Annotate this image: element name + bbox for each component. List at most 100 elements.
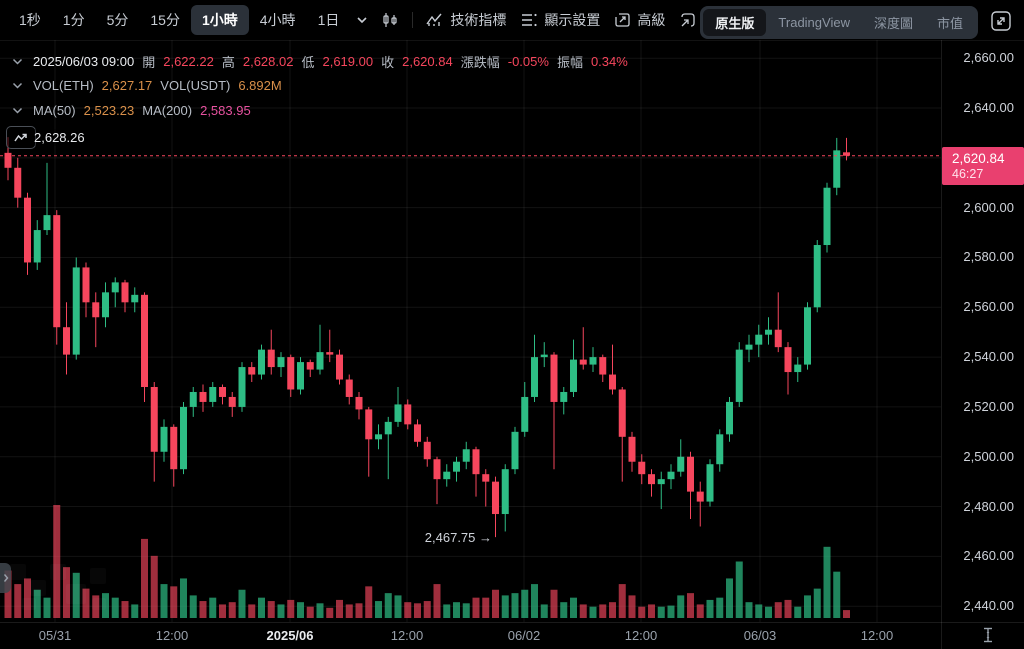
- timeframe-button[interactable]: 1分: [52, 5, 96, 35]
- candle-body: [111, 282, 119, 293]
- candle-body: [24, 197, 31, 263]
- indicators-label: 技術指標: [450, 12, 507, 28]
- display-settings-button[interactable]: 顯示設置: [513, 6, 607, 34]
- candle-body: [248, 367, 256, 375]
- volume-bar: [297, 602, 304, 618]
- advanced-label: 高級: [637, 12, 666, 28]
- candlestick-type-icon: [383, 13, 397, 27]
- candle-body: [735, 349, 743, 402]
- ma-collapse-chevron[interactable]: [10, 107, 25, 114]
- high-value: 2,628.02: [242, 54, 294, 69]
- volume-bar: [492, 589, 499, 618]
- volume-bar: [774, 602, 782, 618]
- candle-body: [277, 357, 285, 368]
- candle-body: [219, 386, 226, 397]
- fullscreen-button[interactable]: [988, 8, 1014, 37]
- volume-bar: [423, 601, 431, 618]
- volume-bar: [141, 538, 148, 618]
- volume-bar: [150, 555, 158, 618]
- time-tick-label: 12:00: [155, 628, 189, 643]
- volume-bar: [443, 604, 451, 618]
- timeframe-button[interactable]: 15分: [139, 5, 191, 35]
- candle-body: [667, 471, 675, 480]
- volume-bar: [121, 601, 129, 618]
- volume-bar: [306, 606, 314, 618]
- volume-bar: [404, 602, 412, 618]
- volume-bar: [111, 597, 119, 618]
- volume-bar: [345, 604, 353, 618]
- candle-body: [462, 449, 470, 462]
- timeframe-button[interactable]: 1秒: [8, 5, 52, 35]
- time-tick-label: 12:00: [624, 628, 658, 643]
- candle-body: [306, 362, 314, 370]
- advanced-button[interactable]: 高級: [607, 6, 672, 34]
- volume-bar: [599, 604, 607, 618]
- amplitude-label: 振幅: [556, 55, 583, 70]
- volume-bar: [745, 602, 753, 618]
- indicators-button[interactable]: 技術指標: [419, 6, 513, 34]
- volume-bar: [501, 595, 509, 618]
- volume-bar: [638, 606, 646, 618]
- candle-body: [784, 347, 792, 373]
- side-panel-toggle[interactable]: [0, 563, 11, 593]
- last-price-badge: 2,620.84 46:27: [942, 146, 1024, 185]
- candle-body: [423, 441, 431, 460]
- chevron-right-icon: [3, 574, 8, 582]
- volume-bar: [375, 601, 382, 618]
- timeframe-more-dropdown[interactable]: [350, 12, 374, 28]
- volume-bar: [433, 584, 441, 618]
- price-tick-label: 2,520.00: [963, 398, 1014, 414]
- candle-body: [384, 421, 392, 435]
- time-axis[interactable]: 05/31 12:00 2025/06 12:00 06/02 12:00 06/03 12:…: [0, 622, 941, 649]
- candle-body: [355, 396, 363, 410]
- vol-usdt-value: 6.892M: [238, 78, 282, 93]
- scroll-to-price-button[interactable]: [6, 126, 36, 150]
- candle-body: [433, 459, 441, 480]
- candle-body: [774, 329, 782, 348]
- ohlc-collapse-chevron[interactable]: [10, 58, 25, 65]
- volume-bar: [258, 597, 265, 618]
- volume-bar: [540, 604, 548, 618]
- time-axis-separator: [0, 622, 1024, 623]
- volume-bar: [706, 599, 714, 618]
- view-tab[interactable]: 市值: [925, 9, 975, 36]
- toolbar-divider: [412, 12, 414, 28]
- view-tab[interactable]: 深度圖: [862, 9, 925, 36]
- candle-body: [453, 461, 460, 472]
- chart-type-button[interactable]: [374, 7, 406, 33]
- timeframe-button[interactable]: 5分: [96, 5, 140, 35]
- timeframe-button[interactable]: 4小時: [249, 5, 307, 35]
- vol-eth-value: 2,627.17: [101, 78, 153, 93]
- volume-bar: [550, 589, 558, 618]
- volume-bar: [833, 571, 841, 618]
- view-tab[interactable]: TradingView: [766, 11, 862, 34]
- measure-scale-button[interactable]: [980, 626, 996, 649]
- volume-collapse-chevron[interactable]: [10, 82, 25, 89]
- chart-view-tabs: 原生版 TradingView 深度圖 市值: [700, 6, 978, 39]
- volume-bar: [716, 597, 724, 618]
- candle-body: [638, 461, 646, 475]
- share-snapshot-button[interactable]: [672, 8, 704, 33]
- view-tab[interactable]: 原生版: [703, 9, 767, 36]
- close-label: 收: [381, 55, 395, 70]
- visible-low-marker: 2,467.75 →: [424, 530, 492, 546]
- volume-bar: [560, 602, 568, 618]
- candle-body: [804, 307, 811, 365]
- candle-body: [82, 267, 90, 303]
- volume-bar: [199, 601, 207, 618]
- timeframe-button[interactable]: 1日: [307, 5, 351, 35]
- price-tick-label: 2,580.00: [963, 249, 1014, 265]
- i-beam-icon: [984, 627, 992, 643]
- volume-bar: [238, 589, 246, 618]
- vol-usdt-label: VOL(USDT): [160, 78, 231, 93]
- timeframe-button[interactable]: 1小時: [190, 5, 249, 35]
- price-axis[interactable]: 2,660.002,640.002,620.002,600.002,580.00…: [942, 0, 1024, 622]
- low-label: 低: [301, 55, 315, 70]
- volume-bar: [277, 604, 285, 618]
- ma200-label: MA(200): [142, 103, 193, 118]
- volume-bar: [82, 588, 90, 618]
- fullscreen-expand-icon: [991, 11, 1011, 31]
- volume-bar: [677, 595, 685, 618]
